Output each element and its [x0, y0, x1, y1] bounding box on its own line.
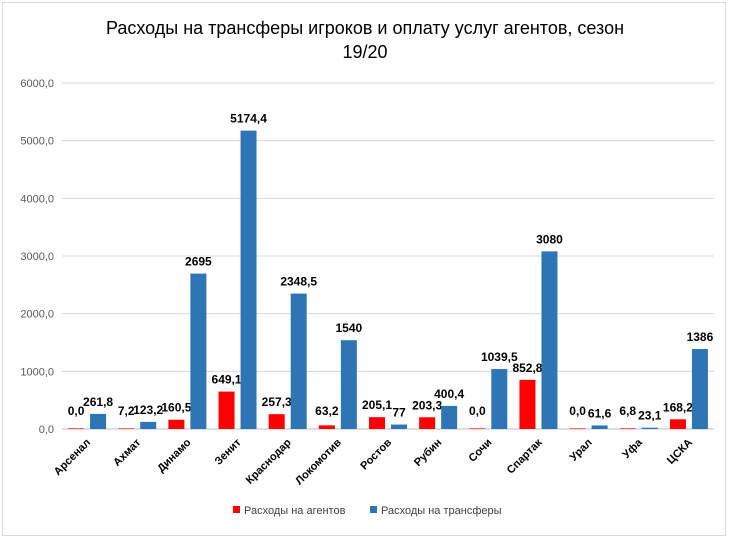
x-tick-label: Рубин: [412, 437, 444, 469]
data-label: 203,3: [412, 398, 442, 412]
data-label: 6,8: [619, 404, 636, 418]
y-tick-label: 3000,0: [20, 251, 54, 263]
data-label: 0,0: [68, 404, 85, 418]
data-label: 160,5: [161, 401, 191, 415]
data-label: 7,2: [118, 404, 135, 418]
legend-swatch: [370, 506, 377, 513]
bar: [369, 417, 385, 429]
x-tick-label: Зенит: [213, 436, 244, 467]
bar: [491, 369, 508, 429]
x-tick-label: Урал: [568, 437, 595, 464]
bar: [240, 130, 257, 429]
data-label: 61,6: [588, 406, 612, 420]
y-tick-label: 4000,0: [20, 193, 54, 205]
data-label: 168,2: [663, 400, 693, 414]
y-tick-label: 0,0: [39, 424, 54, 436]
bar: [140, 421, 157, 429]
data-label: 0,0: [569, 404, 586, 418]
data-label: 1540: [335, 321, 362, 335]
bar: [641, 427, 658, 429]
bar: [419, 417, 436, 429]
x-tick-label: Спартак: [505, 436, 545, 476]
legend-label: Расходы на трансферы: [381, 505, 502, 517]
bar: [218, 391, 235, 429]
bar: [669, 419, 686, 429]
data-label: 261,8: [83, 395, 113, 409]
data-label: 400,4: [434, 387, 464, 401]
bar: [541, 251, 558, 429]
data-label: 0,0: [469, 404, 486, 418]
data-label: 23,1: [638, 409, 662, 423]
x-tick-label: Локомотив: [293, 436, 344, 487]
bar: [318, 425, 335, 429]
x-tick-label: Арсенал: [52, 437, 93, 478]
bar: [619, 428, 636, 429]
y-tick-label: 2000,0: [20, 309, 54, 321]
bar: [340, 340, 357, 429]
bar: [290, 293, 307, 429]
data-label: 5174,4: [230, 112, 267, 126]
legend-label: Расходы на агентов: [244, 505, 346, 517]
data-label: 852,8: [512, 361, 542, 375]
data-label: 123,2: [133, 403, 163, 417]
bar: [190, 273, 207, 429]
y-tick-label: 5000,0: [20, 136, 54, 148]
bar: [469, 428, 486, 429]
x-tick-label: Динамо: [155, 436, 193, 474]
data-label: 2348,5: [280, 275, 317, 289]
bar: [268, 414, 285, 429]
chart-title: Расходы на трансферы игроков и оплату ус…: [0, 16, 730, 64]
y-tick-label: 6000,0: [20, 78, 54, 90]
bar: [168, 419, 185, 429]
bar: [591, 425, 608, 429]
data-label: 205,1: [362, 398, 392, 412]
x-tick-label: Сочи: [466, 437, 494, 465]
chart-title-line2: 19/20: [342, 42, 388, 62]
x-tick-label: ЦСКА: [665, 437, 695, 467]
bar: [118, 428, 135, 429]
bar: [519, 379, 536, 429]
data-label: 2695: [185, 255, 212, 269]
data-label: 1039,5: [481, 350, 518, 364]
chart-title-line1: Расходы на трансферы игроков и оплату ус…: [105, 18, 625, 38]
x-tick-label: Ахмат: [111, 436, 144, 469]
data-label: 3080: [536, 232, 563, 246]
x-tick-label: Краснодар: [244, 436, 294, 486]
data-label: 257,3: [262, 395, 292, 409]
bar: [441, 405, 458, 429]
bar: [90, 413, 107, 429]
data-label: 649,1: [212, 373, 242, 387]
bar: [569, 428, 586, 429]
y-tick-label: 1000,0: [20, 366, 54, 378]
x-tick-label: Уфа: [620, 436, 645, 461]
x-tick-label: Ростов: [358, 436, 394, 472]
data-label: 77: [392, 406, 406, 420]
data-label: 63,2: [315, 404, 339, 418]
bar: [391, 424, 407, 429]
legend-swatch: [233, 506, 240, 513]
data-label: 1386: [687, 330, 714, 344]
bar: [691, 349, 708, 429]
bar: [68, 428, 85, 429]
